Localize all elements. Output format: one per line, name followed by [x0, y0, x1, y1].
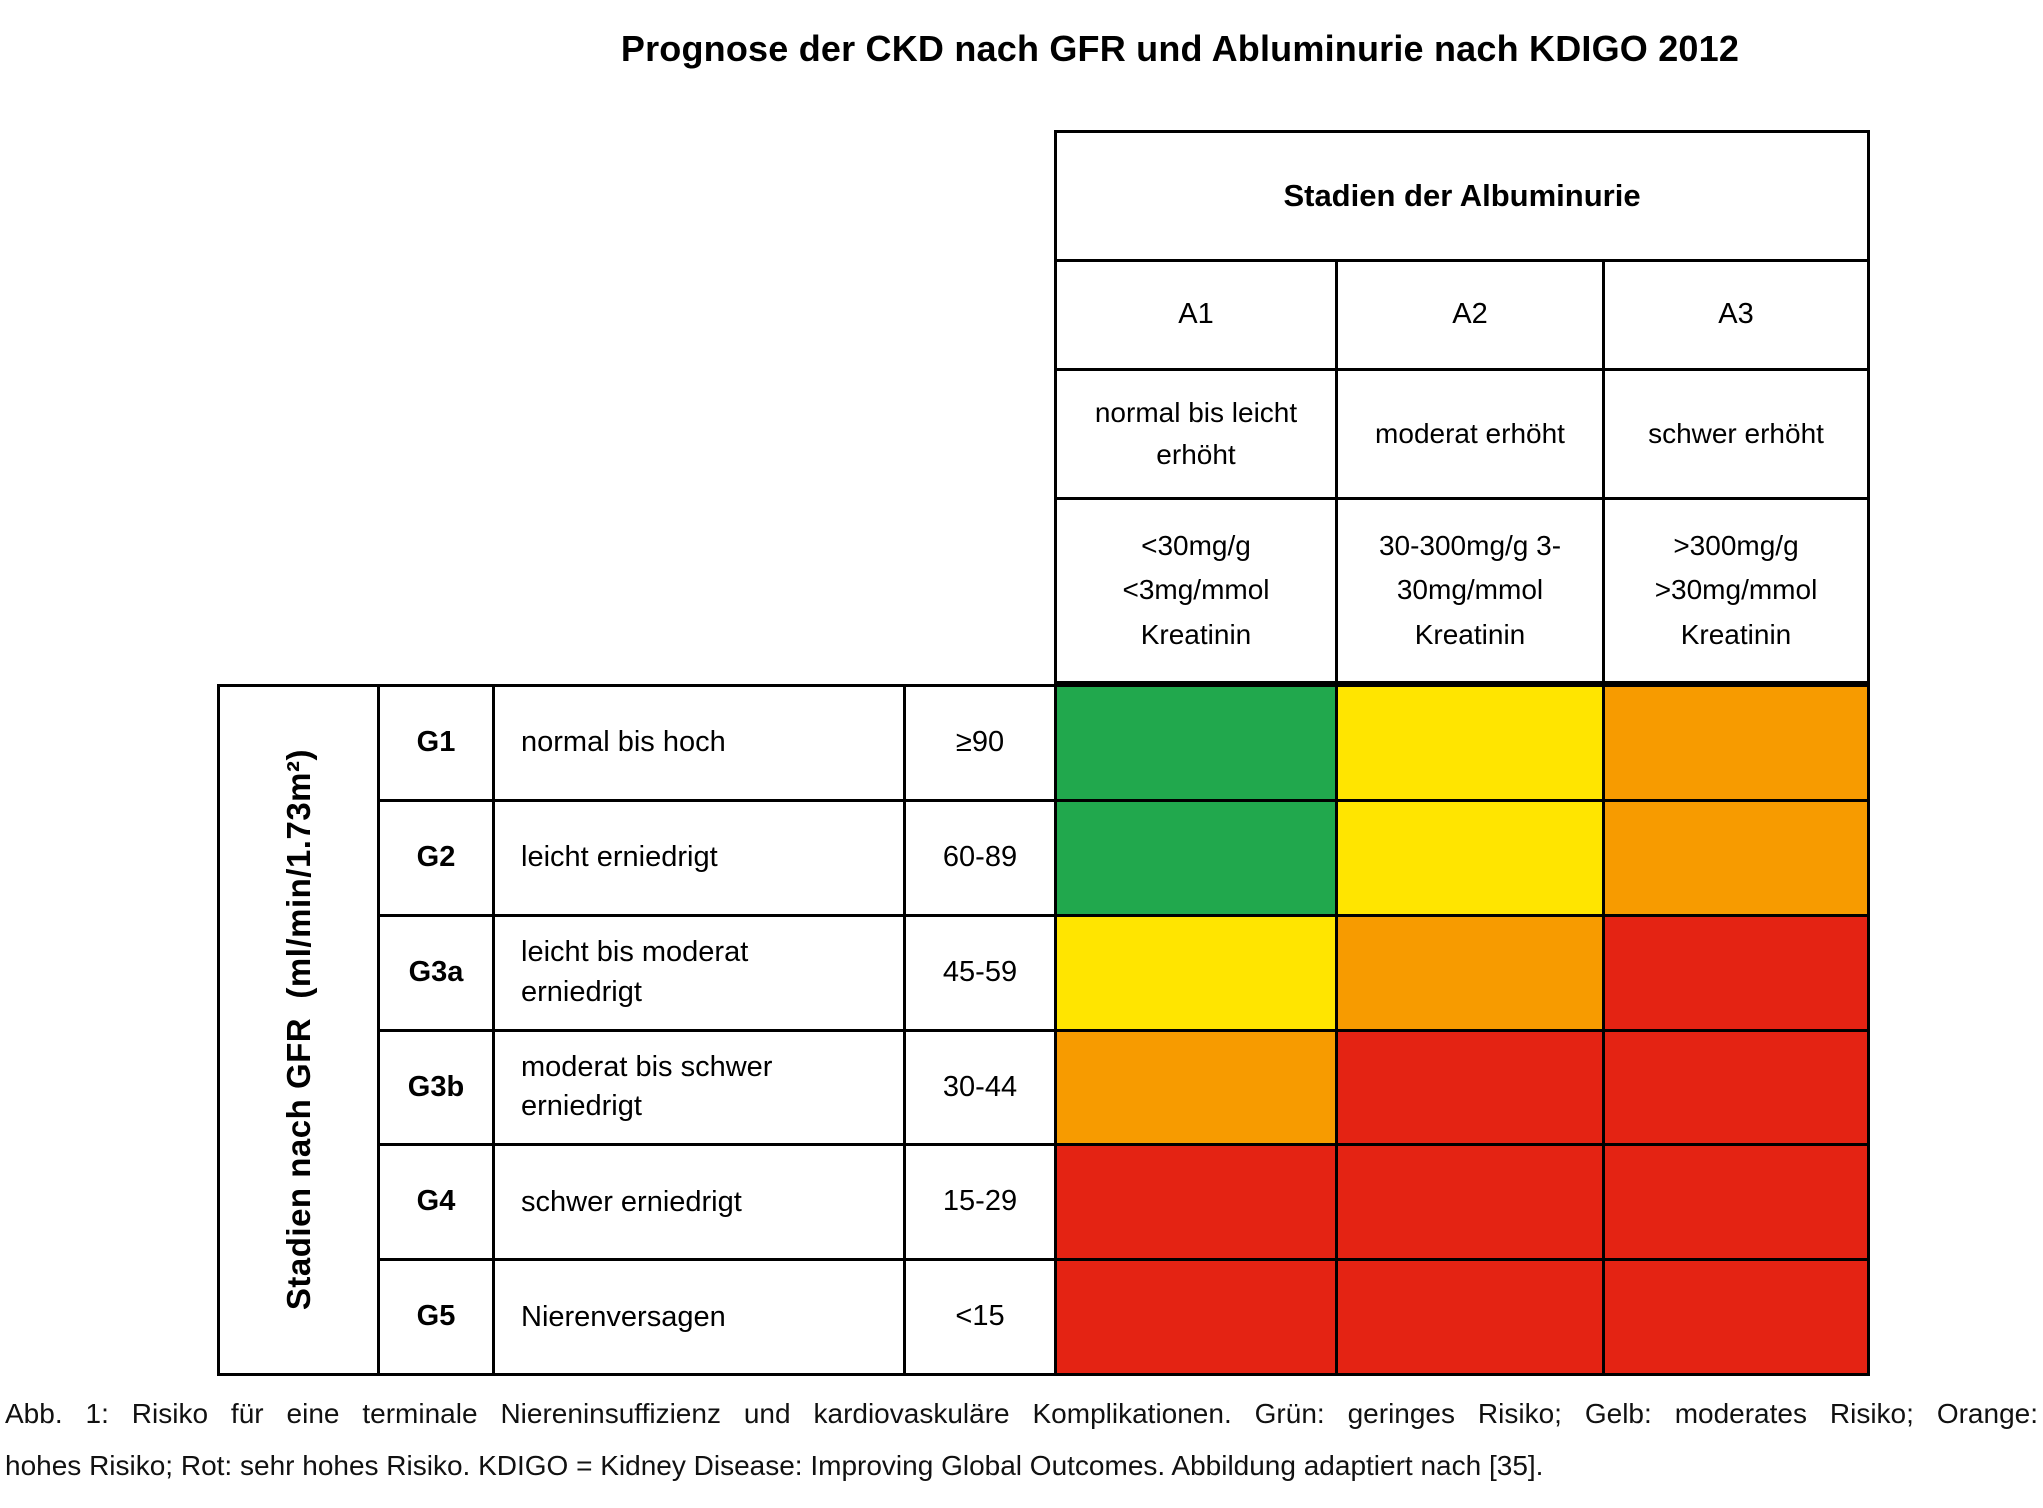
gfr-axis-label-cell: Stadien nach GFR (ml/min/1.73m²): [220, 687, 377, 1373]
risk-cell-g1-a3: [1605, 687, 1867, 799]
albuminuria-value-a2: 30-300mg/g 3- 30mg/mmol Kreatinin: [1338, 500, 1602, 681]
gfr-axis-label: Stadien nach GFR (ml/min/1.73m²): [279, 749, 317, 1311]
albuminuria-desc-a2: moderat erhöht: [1338, 371, 1602, 497]
risk-cell-g3b-a2: [1338, 1031, 1602, 1144]
risk-cell-g3b-a1: [1057, 1031, 1335, 1144]
albuminuria-header-table: Stadien der Albuminurie A1 A2 A3 normal …: [1054, 130, 1870, 684]
risk-cell-g4-a3: [1605, 1146, 1867, 1259]
risk-cell-g2-a1: [1057, 801, 1335, 914]
row-g4-description: schwer erniedrigt: [495, 1146, 903, 1259]
albuminuria-desc-a1: normal bis leicht erhöht: [1057, 371, 1335, 497]
row-g1-stage: G1: [380, 687, 492, 799]
risk-cell-g1-a1: [1057, 687, 1335, 799]
albuminuria-stage-a2: A2: [1338, 262, 1602, 368]
row-g2-range: 60-89: [906, 801, 1054, 914]
albuminuria-value-a3: >300mg/g >30mg/mmol Kreatinin: [1605, 500, 1867, 681]
risk-cell-g3a-a2: [1338, 916, 1602, 1029]
risk-cell-g3b-a3: [1605, 1031, 1867, 1144]
row-g1-range: ≥90: [906, 687, 1054, 799]
risk-cell-g5-a2: [1338, 1261, 1602, 1373]
row-g3b-range: 30-44: [906, 1031, 1054, 1144]
row-g4-stage: G4: [380, 1146, 492, 1259]
caption-line-2: hohes Risiko; Rot: sehr hohes Risiko. KD…: [5, 1450, 1544, 1481]
row-g5-range: <15: [906, 1261, 1054, 1373]
row-g3a-range: 45-59: [906, 916, 1054, 1029]
risk-cell-g2-a3: [1605, 801, 1867, 914]
caption-line-1: Abb. 1: Risiko für eine terminale Nieren…: [5, 1398, 2038, 1429]
risk-cell-g1-a2: [1338, 687, 1602, 799]
albuminuria-header-title: Stadien der Albuminurie: [1057, 133, 1867, 259]
row-g3b-description: moderat bis schwer erniedrigt: [495, 1031, 903, 1144]
row-g2-stage: G2: [380, 801, 492, 914]
risk-cell-g3a-a3: [1605, 916, 1867, 1029]
row-g2-description: leicht erniedrigt: [495, 801, 903, 914]
row-g5-stage: G5: [380, 1261, 492, 1373]
row-g3a-description: leicht bis moderat erniedrigt: [495, 916, 903, 1029]
row-g3a-stage: G3a: [380, 916, 492, 1029]
albuminuria-stage-a3: A3: [1605, 262, 1867, 368]
row-g5-description: Nierenversagen: [495, 1261, 903, 1373]
risk-cell-g5-a3: [1605, 1261, 1867, 1373]
risk-cell-g3a-a1: [1057, 916, 1335, 1029]
albuminuria-desc-a3: schwer erhöht: [1605, 371, 1867, 497]
row-g4-range: 15-29: [906, 1146, 1054, 1259]
risk-cell-g2-a2: [1338, 801, 1602, 914]
row-g3b-stage: G3b: [380, 1031, 492, 1144]
risk-cell-g4-a2: [1338, 1146, 1602, 1259]
gfr-risk-matrix: Stadien nach GFR (ml/min/1.73m²) G1 norm…: [217, 684, 1870, 1376]
risk-cell-g5-a1: [1057, 1261, 1335, 1373]
albuminuria-stage-a1: A1: [1057, 262, 1335, 368]
figure-title: Prognose der CKD nach GFR und Abluminuri…: [620, 28, 1740, 69]
risk-cell-g4-a1: [1057, 1146, 1335, 1259]
figure-caption: Abb. 1: Risiko für eine terminale Nieren…: [5, 1388, 2038, 1492]
albuminuria-value-a1: <30mg/g <3mg/mmol Kreatinin: [1057, 500, 1335, 681]
row-g1-description: normal bis hoch: [495, 687, 903, 799]
